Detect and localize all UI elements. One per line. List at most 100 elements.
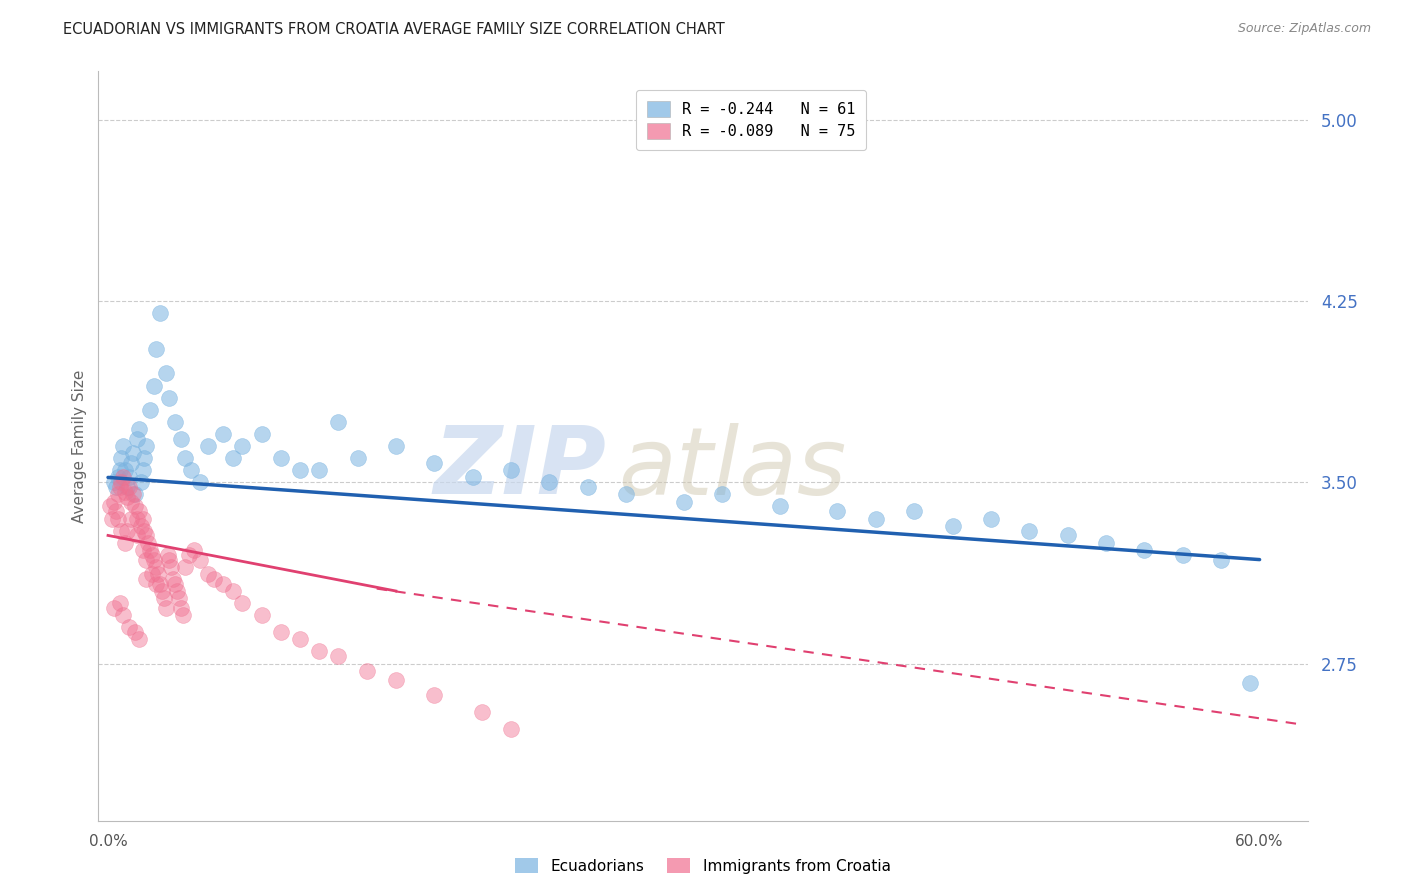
Point (114, 535, 136, 549)
Point (135, 528, 157, 542)
Point (129, 518, 152, 533)
Point (134, 451, 156, 466)
Point (104, 504, 127, 518)
Point (120, 456, 142, 470)
Point (499, 722, 522, 736)
Point (270, 451, 292, 466)
Point (115, 480, 138, 494)
Point (112, 439, 135, 453)
Point (103, 475, 125, 490)
Point (115, 524, 138, 538)
Point (141, 567, 163, 582)
Point (1171, 548, 1194, 562)
Point (328, 415, 350, 429)
Text: Source: ZipAtlas.com: Source: ZipAtlas.com (1237, 22, 1371, 36)
Point (124, 625, 146, 640)
Point (112, 608, 135, 623)
Point (131, 511, 153, 525)
Point (149, 576, 172, 591)
Point (118, 470, 141, 484)
Point (145, 559, 167, 574)
Y-axis label: Average Family Size: Average Family Size (72, 369, 87, 523)
Point (165, 415, 187, 429)
Point (124, 487, 146, 501)
Point (672, 494, 695, 508)
Point (136, 535, 159, 549)
Point (118, 620, 141, 634)
Point (172, 608, 194, 623)
Point (115, 490, 138, 504)
Point (222, 584, 245, 599)
Point (120, 494, 142, 508)
Point (149, 306, 172, 320)
Text: ECUADORIAN VS IMMIGRANTS FROM CROATIA AVERAGE FAMILY SIZE CORRELATION CHART: ECUADORIAN VS IMMIGRANTS FROM CROATIA AV… (63, 22, 725, 37)
Point (152, 591, 174, 606)
Text: atlas: atlas (619, 423, 846, 514)
Point (108, 596, 131, 610)
Point (308, 463, 330, 477)
Point (165, 576, 187, 591)
Point (155, 601, 177, 615)
Point (143, 378, 166, 392)
Point (423, 456, 446, 470)
Point (202, 572, 225, 586)
Point (827, 504, 849, 518)
Point (143, 552, 166, 566)
Point (173, 559, 195, 574)
Point (150, 584, 173, 599)
Point (128, 504, 150, 518)
Point (128, 632, 150, 647)
Point (139, 402, 162, 417)
Point (499, 463, 522, 477)
Point (222, 451, 245, 466)
Point (231, 596, 253, 610)
Point (173, 451, 195, 466)
Point (107, 511, 129, 525)
Point (177, 548, 200, 562)
Point (980, 511, 1002, 525)
Legend: R = -0.244   N = 61, R = -0.089   N = 75: R = -0.244 N = 61, R = -0.089 N = 75 (637, 90, 866, 150)
Point (769, 500, 792, 514)
Point (124, 500, 146, 514)
Point (941, 518, 963, 533)
Point (129, 475, 152, 490)
Point (139, 543, 162, 558)
Point (110, 524, 132, 538)
Point (197, 439, 219, 453)
Point (159, 391, 181, 405)
Point (114, 484, 136, 499)
Point (865, 511, 887, 525)
Point (1211, 552, 1233, 566)
Point (385, 439, 408, 453)
Point (423, 688, 446, 702)
Point (128, 422, 150, 436)
Legend: Ecuadorians, Immigrants from Croatia: Ecuadorians, Immigrants from Croatia (509, 852, 897, 880)
Point (328, 649, 350, 664)
Point (145, 576, 167, 591)
Point (212, 576, 235, 591)
Point (159, 552, 181, 566)
Point (131, 543, 153, 558)
Point (135, 439, 157, 453)
Point (135, 552, 157, 566)
Point (135, 572, 157, 586)
Point (356, 664, 378, 678)
Point (146, 567, 169, 582)
Point (101, 511, 124, 525)
Point (103, 601, 125, 615)
Point (308, 644, 330, 658)
Point (141, 548, 163, 562)
Point (250, 426, 273, 441)
Point (108, 480, 131, 494)
Point (112, 470, 135, 484)
Point (903, 504, 925, 518)
Text: ZIP: ZIP (433, 423, 606, 515)
Point (1056, 528, 1078, 542)
Point (576, 480, 599, 494)
Point (188, 552, 211, 566)
Point (162, 572, 184, 586)
Point (131, 463, 153, 477)
Point (98, 500, 121, 514)
Point (288, 463, 311, 477)
Point (614, 487, 637, 501)
